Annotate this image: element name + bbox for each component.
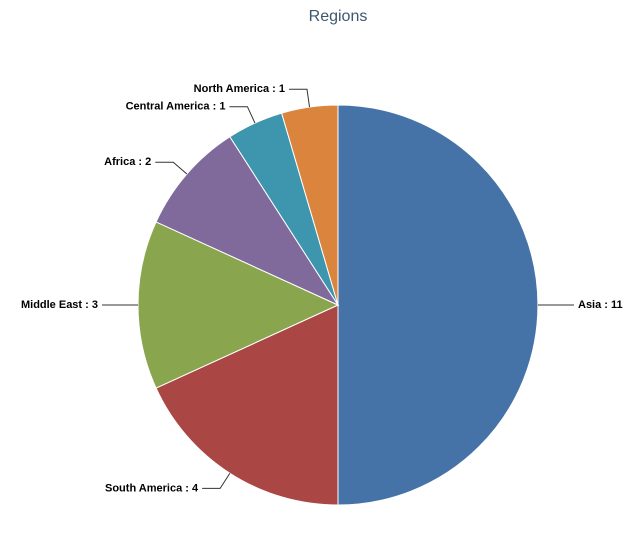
data-label: Central America : 1 [126,101,226,113]
pie-slice [155,304,339,506]
pie-slice [337,104,539,506]
pie-slice [281,104,339,306]
label-connector [202,472,231,489]
data-label: South America : 4 [105,482,199,494]
data-label: North America : 1 [194,83,285,95]
data-label: Asia : 11 [578,299,623,311]
label-connector [229,106,256,124]
label-connector [155,161,188,175]
data-label: Africa : 2 [104,156,151,168]
data-label: Middle East : 3 [21,299,98,311]
label-connector [288,88,311,108]
pie-slice [137,221,340,389]
chart-title: Regions [309,8,368,25]
pie-slice [155,136,340,307]
